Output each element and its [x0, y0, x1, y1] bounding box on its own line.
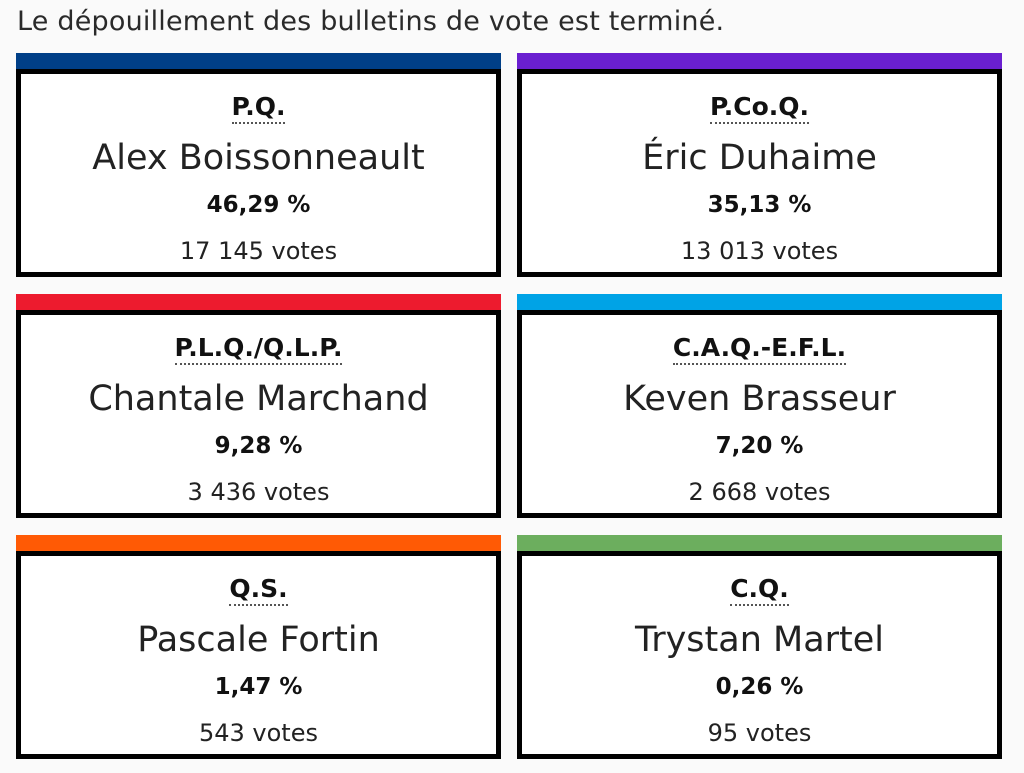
party-abbreviation[interactable]: P.Q. — [21, 92, 496, 124]
result-box: C.A.Q.-E.F.L. Keven Brasseur 7,20 % 2 66… — [517, 310, 1002, 518]
vote-percentage: 0,26 % — [715, 674, 804, 700]
vote-count: 3 436 votes — [187, 478, 330, 506]
result-card-cq: C.Q. Trystan Martel 0,26 % 95 votes — [517, 535, 1002, 759]
result-card-pcoq: P.Co.Q. Éric Duhaime 35,13 % 13 013 vote… — [517, 53, 1002, 277]
result-box: C.Q. Trystan Martel 0,26 % 95 votes — [517, 551, 1002, 759]
party-abbreviation[interactable]: P.L.Q./Q.L.P. — [21, 333, 496, 365]
party-abbreviation[interactable]: Q.S. — [21, 574, 496, 606]
vote-count: 2 668 votes — [688, 478, 831, 506]
vote-count: 13 013 votes — [680, 237, 839, 265]
result-card-plq: P.L.Q./Q.L.P. Chantale Marchand 9,28 % 3… — [16, 294, 501, 518]
candidate-name: Trystan Martel — [634, 620, 885, 660]
result-card-caq: C.A.Q.-E.F.L. Keven Brasseur 7,20 % 2 66… — [517, 294, 1002, 518]
candidate-name: Keven Brasseur — [623, 379, 896, 419]
candidate-name: Chantale Marchand — [88, 379, 429, 419]
vote-percentage: 9,28 % — [214, 433, 303, 459]
candidate-name: Pascale Fortin — [137, 620, 380, 660]
party-abbreviation[interactable]: C.Q. — [522, 574, 997, 606]
party-abbreviation[interactable]: P.Co.Q. — [522, 92, 997, 124]
vote-count: 17 145 votes — [179, 237, 338, 265]
vote-percentage: 46,29 % — [206, 192, 311, 218]
party-color-bar — [517, 294, 1002, 310]
party-color-bar — [517, 535, 1002, 551]
results-grid: P.Q. Alex Boissonneault 46,29 % 17 145 v… — [16, 53, 1002, 759]
vote-percentage: 7,20 % — [715, 433, 804, 459]
party-color-bar — [517, 53, 1002, 69]
party-color-bar — [16, 535, 501, 551]
result-box: P.Q. Alex Boissonneault 46,29 % 17 145 v… — [16, 69, 501, 277]
party-color-bar — [16, 294, 501, 310]
status-message: Le dépouillement des bulletins de vote e… — [17, 6, 725, 37]
result-box: Q.S. Pascale Fortin 1,47 % 543 votes — [16, 551, 501, 759]
vote-count: 95 votes — [707, 719, 812, 747]
vote-count: 543 votes — [198, 719, 318, 747]
result-card-pq: P.Q. Alex Boissonneault 46,29 % 17 145 v… — [16, 53, 501, 277]
vote-percentage: 1,47 % — [214, 674, 303, 700]
result-box: P.Co.Q. Éric Duhaime 35,13 % 13 013 vote… — [517, 69, 1002, 277]
candidate-name: Alex Boissonneault — [92, 138, 425, 178]
party-abbreviation[interactable]: C.A.Q.-E.F.L. — [522, 333, 997, 365]
vote-percentage: 35,13 % — [707, 192, 812, 218]
candidate-name: Éric Duhaime — [642, 138, 877, 178]
result-card-qs: Q.S. Pascale Fortin 1,47 % 543 votes — [16, 535, 501, 759]
result-box: P.L.Q./Q.L.P. Chantale Marchand 9,28 % 3… — [16, 310, 501, 518]
party-color-bar — [16, 53, 501, 69]
